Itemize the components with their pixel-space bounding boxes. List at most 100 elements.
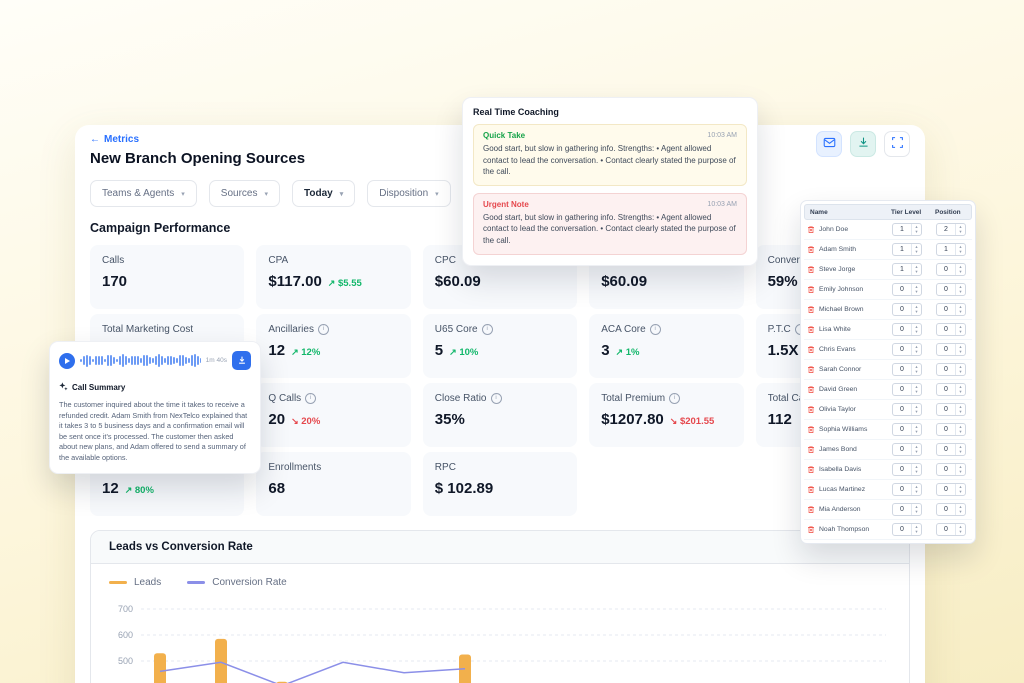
download-audio-button[interactable] (232, 351, 251, 370)
decrement-icon[interactable]: ▾ (915, 268, 918, 274)
delete-icon[interactable] (807, 345, 815, 354)
position-stepper[interactable]: 0 ▴ ▾ (936, 283, 966, 296)
delete-icon[interactable] (807, 365, 815, 374)
decrement-icon[interactable]: ▾ (915, 388, 918, 394)
tier-level-stepper[interactable]: 0 ▴ ▾ (892, 423, 922, 436)
decrement-icon[interactable]: ▾ (959, 308, 962, 314)
delete-icon[interactable] (807, 305, 815, 314)
mail-button[interactable] (816, 131, 842, 157)
info-icon[interactable]: i (490, 393, 502, 404)
increment-icon[interactable]: ▴ (915, 504, 918, 509)
decrement-icon[interactable]: ▾ (915, 428, 918, 434)
increment-icon[interactable]: ▴ (959, 224, 962, 229)
increment-icon[interactable]: ▴ (915, 304, 918, 309)
increment-icon[interactable]: ▴ (959, 364, 962, 369)
increment-icon[interactable]: ▴ (915, 464, 918, 469)
tier-level-stepper[interactable]: 0 ▴ ▾ (892, 403, 922, 416)
increment-icon[interactable]: ▴ (959, 384, 962, 389)
decrement-icon[interactable]: ▾ (959, 268, 962, 274)
delete-icon[interactable] (807, 325, 815, 334)
decrement-icon[interactable]: ▾ (915, 328, 918, 334)
increment-icon[interactable]: ▴ (915, 424, 918, 429)
delete-icon[interactable] (807, 405, 815, 414)
decrement-icon[interactable]: ▾ (915, 248, 918, 254)
increment-icon[interactable]: ▴ (915, 484, 918, 489)
tier-level-stepper[interactable]: 0 ▴ ▾ (892, 343, 922, 356)
info-icon[interactable]: i (649, 324, 661, 335)
increment-icon[interactable]: ▴ (915, 524, 918, 529)
decrement-icon[interactable]: ▾ (959, 508, 962, 514)
play-button[interactable] (59, 352, 75, 369)
filter-sources[interactable]: Sources ▾ (208, 180, 280, 207)
position-stepper[interactable]: 0 ▴ ▾ (936, 523, 966, 536)
filter-disposition[interactable]: Disposition ▾ (367, 180, 451, 207)
position-stepper[interactable]: 0 ▴ ▾ (936, 263, 966, 276)
increment-icon[interactable]: ▴ (915, 344, 918, 349)
tier-level-stepper[interactable]: 0 ▴ ▾ (892, 483, 922, 496)
delete-icon[interactable] (807, 285, 815, 294)
decrement-icon[interactable]: ▾ (959, 408, 962, 414)
position-stepper[interactable]: 0 ▴ ▾ (936, 423, 966, 436)
increment-icon[interactable]: ▴ (959, 304, 962, 309)
decrement-icon[interactable]: ▾ (915, 468, 918, 474)
position-stepper[interactable]: 1 ▴ ▾ (936, 243, 966, 256)
decrement-icon[interactable]: ▾ (915, 288, 918, 294)
filter-today[interactable]: Today ▾ (291, 180, 356, 207)
decrement-icon[interactable]: ▾ (915, 348, 918, 354)
tier-level-stepper[interactable]: 1 ▴ ▾ (892, 223, 922, 236)
tier-level-stepper[interactable]: 0 ▴ ▾ (892, 463, 922, 476)
info-icon[interactable]: i (305, 393, 317, 404)
increment-icon[interactable]: ▴ (959, 424, 962, 429)
decrement-icon[interactable]: ▾ (959, 228, 962, 234)
decrement-icon[interactable]: ▾ (959, 368, 962, 374)
info-icon[interactable]: i (669, 393, 681, 404)
increment-icon[interactable]: ▴ (915, 384, 918, 389)
delete-icon[interactable] (807, 245, 815, 254)
increment-icon[interactable]: ▴ (959, 484, 962, 489)
position-stepper[interactable]: 0 ▴ ▾ (936, 503, 966, 516)
increment-icon[interactable]: ▴ (915, 324, 918, 329)
decrement-icon[interactable]: ▾ (915, 508, 918, 514)
increment-icon[interactable]: ▴ (959, 344, 962, 349)
fullscreen-button[interactable] (884, 131, 910, 157)
tier-level-stepper[interactable]: 1 ▴ ▾ (892, 243, 922, 256)
tier-level-stepper[interactable]: 0 ▴ ▾ (892, 363, 922, 376)
delete-icon[interactable] (807, 465, 815, 474)
decrement-icon[interactable]: ▾ (959, 448, 962, 454)
delete-icon[interactable] (807, 265, 815, 274)
tier-level-stepper[interactable]: 0 ▴ ▾ (892, 283, 922, 296)
increment-icon[interactable]: ▴ (915, 444, 918, 449)
delete-icon[interactable] (807, 485, 815, 494)
info-icon[interactable]: i (317, 324, 329, 335)
position-stepper[interactable]: 0 ▴ ▾ (936, 323, 966, 336)
tier-level-stepper[interactable]: 0 ▴ ▾ (892, 383, 922, 396)
back-link[interactable]: ← Metrics (90, 134, 140, 145)
decrement-icon[interactable]: ▾ (959, 248, 962, 254)
audio-waveform[interactable] (80, 352, 201, 370)
decrement-icon[interactable]: ▾ (915, 368, 918, 374)
increment-icon[interactable]: ▴ (915, 264, 918, 269)
increment-icon[interactable]: ▴ (915, 244, 918, 249)
increment-icon[interactable]: ▴ (959, 404, 962, 409)
increment-icon[interactable]: ▴ (959, 264, 962, 269)
delete-icon[interactable] (807, 505, 815, 514)
decrement-icon[interactable]: ▾ (915, 488, 918, 494)
increment-icon[interactable]: ▴ (959, 284, 962, 289)
decrement-icon[interactable]: ▾ (959, 488, 962, 494)
increment-icon[interactable]: ▴ (915, 364, 918, 369)
filter-teams-agents[interactable]: Teams & Agents ▾ (90, 180, 197, 207)
decrement-icon[interactable]: ▾ (915, 228, 918, 234)
decrement-icon[interactable]: ▾ (915, 448, 918, 454)
position-stepper[interactable]: 0 ▴ ▾ (936, 383, 966, 396)
delete-icon[interactable] (807, 385, 815, 394)
tier-level-stepper[interactable]: 0 ▴ ▾ (892, 503, 922, 516)
decrement-icon[interactable]: ▾ (959, 468, 962, 474)
decrement-icon[interactable]: ▾ (915, 308, 918, 314)
increment-icon[interactable]: ▴ (959, 324, 962, 329)
delete-icon[interactable] (807, 445, 815, 454)
increment-icon[interactable]: ▴ (959, 524, 962, 529)
tier-level-stepper[interactable]: 0 ▴ ▾ (892, 303, 922, 316)
increment-icon[interactable]: ▴ (959, 464, 962, 469)
tier-level-stepper[interactable]: 1 ▴ ▾ (892, 263, 922, 276)
decrement-icon[interactable]: ▾ (959, 328, 962, 334)
